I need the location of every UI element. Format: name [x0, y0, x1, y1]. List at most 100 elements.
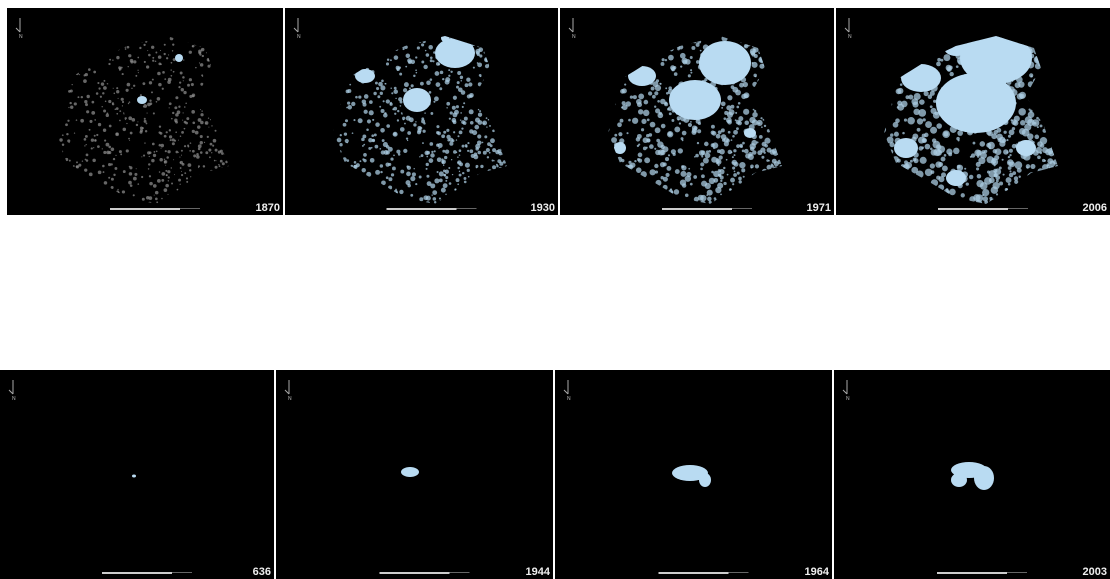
- settlement-dot: [436, 82, 441, 87]
- settlement-dot: [976, 167, 979, 170]
- settlement-dot: [443, 165, 444, 166]
- settlement-dot: [701, 174, 705, 178]
- settlement-dot: [147, 103, 151, 107]
- settlement-dot: [155, 60, 157, 62]
- settlement-dot: [432, 60, 434, 62]
- settlement-dot: [428, 45, 433, 50]
- settlement-dot: [445, 180, 447, 182]
- settlement-dot: [179, 82, 181, 84]
- settlement-dot: [429, 91, 432, 94]
- settlement-dot: [685, 194, 689, 198]
- settlement-dot: [910, 160, 913, 163]
- settlement-dot: [367, 119, 371, 123]
- settlement-dot: [116, 56, 119, 59]
- settlement-dot: [111, 178, 114, 181]
- settlement-dot: [953, 148, 959, 154]
- settlement-dot: [742, 142, 745, 145]
- settlement-dot: [703, 158, 709, 164]
- settlement-dot: [199, 62, 200, 63]
- settlement-dot: [436, 131, 439, 134]
- settlement-dot: [368, 138, 372, 142]
- settlement-dot: [721, 101, 726, 106]
- settlement-dot: [720, 193, 722, 195]
- settlement-dot: [419, 176, 422, 179]
- settlement-dot: [739, 144, 743, 148]
- settlement-dot: [665, 59, 667, 61]
- map-panel: N1870: [7, 8, 283, 215]
- settlement-dot: [713, 147, 715, 149]
- settlement-dot: [479, 49, 480, 50]
- settlement-dot: [1036, 117, 1039, 120]
- settlement-dot: [130, 132, 133, 135]
- settlement-dot: [170, 139, 172, 141]
- settlement-dot: [706, 194, 708, 196]
- settlement-dot: [196, 155, 200, 159]
- settlement-dot: [460, 112, 462, 114]
- settlement-dot: [116, 90, 119, 93]
- settlement-dot: [1008, 156, 1010, 158]
- settlement-dot: [375, 145, 379, 149]
- settlement-dot: [422, 130, 425, 133]
- settlement-dot: [89, 120, 92, 123]
- settlement-dot: [128, 103, 129, 104]
- settlement-dot: [708, 150, 711, 153]
- settlement-dot: [359, 160, 361, 162]
- settlement-dot: [977, 174, 982, 179]
- settlement-dot: [178, 86, 180, 88]
- settlement-dot: [933, 100, 936, 103]
- settlement-dot: [208, 149, 211, 152]
- settlement-dot: [189, 51, 192, 54]
- settlement-dot: [733, 130, 738, 135]
- settlement-dot: [161, 179, 164, 182]
- settlement-dot: [1040, 137, 1047, 144]
- settlement-dot: [736, 127, 739, 130]
- settlement-dot: [128, 181, 132, 185]
- settlement-dot: [67, 120, 69, 122]
- settlement-dot: [187, 84, 190, 87]
- settlement-dot: [942, 166, 948, 172]
- settlement-dot: [425, 50, 426, 51]
- settlement-dot: [399, 73, 402, 76]
- settlement-dot: [999, 182, 1003, 186]
- settlement-dot: [923, 118, 926, 121]
- settlement-dot: [76, 161, 78, 163]
- settlement-dot: [1035, 135, 1040, 140]
- settlement-dot: [741, 168, 745, 172]
- settlement-dot: [691, 46, 695, 50]
- settlement-dot: [149, 182, 153, 186]
- settlement-dot: [371, 134, 374, 137]
- settlement-dot: [641, 128, 644, 131]
- settlement-dot: [85, 135, 88, 138]
- settlement-dot: [210, 143, 213, 146]
- settlement-dot: [91, 147, 93, 149]
- settlement-dot: [92, 159, 95, 162]
- settlement-dot: [913, 158, 917, 162]
- settlement-dot: [166, 156, 169, 159]
- settlement-dot: [691, 130, 696, 135]
- settlement-dot: [69, 102, 71, 104]
- settlement-dot: [1007, 159, 1014, 166]
- settlement-dot: [697, 129, 701, 133]
- urban-area: [974, 466, 994, 490]
- settlement-dot: [644, 157, 650, 163]
- settlement-dot: [402, 117, 405, 120]
- settlement-dot: [724, 137, 729, 142]
- settlement-dot: [992, 162, 994, 164]
- settlement-dot: [115, 155, 116, 156]
- settlement-dot: [678, 148, 683, 153]
- settlement-dot: [452, 106, 456, 110]
- settlement-dot: [904, 119, 907, 122]
- settlement-dot: [748, 154, 754, 160]
- settlement-dot: [667, 108, 670, 111]
- settlement-dot: [697, 142, 699, 144]
- settlement-dot: [89, 129, 91, 131]
- settlement-dot: [113, 158, 115, 160]
- settlement-dot: [98, 123, 101, 126]
- north-label: N: [567, 396, 571, 402]
- settlement-dot: [752, 62, 758, 68]
- settlement-dot: [739, 180, 742, 183]
- settlement-dot: [442, 162, 444, 164]
- settlement-dot: [165, 184, 169, 188]
- settlement-dot: [711, 131, 715, 135]
